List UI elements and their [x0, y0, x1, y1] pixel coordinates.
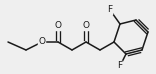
Text: O: O — [39, 38, 46, 46]
Text: O: O — [83, 22, 90, 30]
Text: F: F — [107, 5, 113, 15]
Text: F: F — [117, 61, 123, 71]
Text: O: O — [54, 22, 61, 30]
